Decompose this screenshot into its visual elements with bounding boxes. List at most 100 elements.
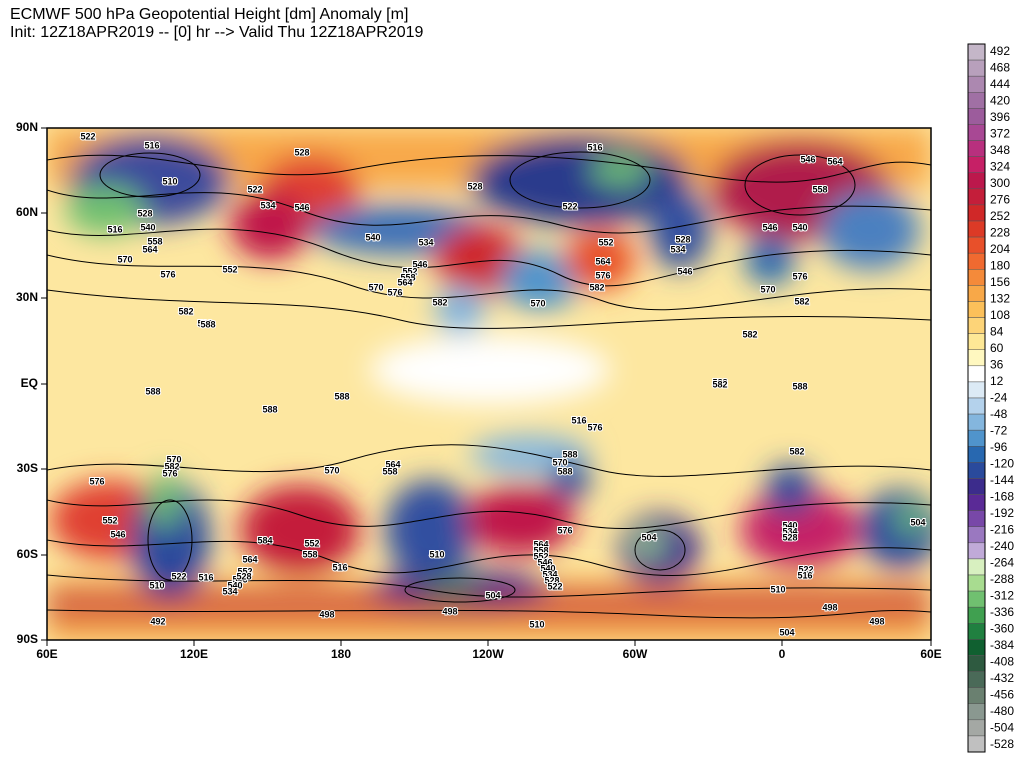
colorbar-label: 108 bbox=[990, 308, 1010, 322]
colorbar-label: -24 bbox=[990, 391, 1008, 405]
contour-label: 534 bbox=[260, 200, 275, 210]
colorbar-label: 12 bbox=[990, 374, 1004, 388]
contour-label: 510 bbox=[149, 580, 164, 590]
colorbar-label: -336 bbox=[990, 605, 1014, 619]
colorbar-label: -120 bbox=[990, 457, 1014, 471]
contour-label: 546 bbox=[110, 529, 125, 539]
colorbar-swatch bbox=[967, 429, 986, 447]
contour-label: 552 bbox=[237, 566, 252, 576]
title: ECMWF 500 hPa Geopotential Height [dm] A… bbox=[10, 6, 408, 23]
contour-label: 516 bbox=[332, 562, 347, 572]
colorbar-label: 420 bbox=[990, 94, 1010, 108]
colorbar-swatch bbox=[967, 301, 986, 318]
contour-label: 510 bbox=[429, 549, 444, 559]
contour-label: 576 bbox=[162, 468, 177, 478]
colorbar-label: -96 bbox=[990, 440, 1008, 454]
contour-label: 588 bbox=[712, 377, 727, 387]
colorbar-label: -504 bbox=[990, 721, 1014, 735]
colorbar-swatch bbox=[967, 220, 986, 238]
contour-label: 504 bbox=[641, 532, 656, 542]
contour-label: 588 bbox=[792, 381, 807, 391]
colorbar-label: -264 bbox=[990, 556, 1014, 570]
colorbar-swatch bbox=[967, 413, 986, 431]
colorbar-swatch bbox=[967, 285, 986, 302]
contour-label: 540 bbox=[540, 563, 555, 573]
colorbar-label: 372 bbox=[990, 127, 1010, 141]
colorbar-swatch bbox=[967, 204, 986, 222]
contour-label: 558 bbox=[533, 545, 548, 555]
lon-label: 120W bbox=[472, 647, 504, 661]
colorbar-label: -48 bbox=[990, 407, 1008, 421]
contour-label: 516 bbox=[144, 140, 159, 150]
contour-label: 582 bbox=[712, 379, 727, 389]
contour-label: 570 bbox=[166, 454, 181, 464]
colorbar-label: -456 bbox=[990, 688, 1014, 702]
contour-label: 516 bbox=[587, 142, 602, 152]
contour-label: 576 bbox=[89, 476, 104, 486]
contour-label: 588 bbox=[197, 318, 212, 328]
lon-label: 180 bbox=[331, 647, 351, 661]
contour-label: 546 bbox=[800, 154, 815, 164]
contour-label: 576 bbox=[792, 271, 807, 281]
contour-label: 516 bbox=[571, 415, 586, 425]
colorbar-label: 468 bbox=[990, 61, 1010, 75]
colorbar-label: 180 bbox=[990, 259, 1010, 273]
contour-label: 534 bbox=[542, 569, 557, 579]
colorbar-label: 60 bbox=[990, 341, 1004, 355]
contour-label: 564 bbox=[242, 554, 257, 564]
contour-label: 564 bbox=[397, 277, 412, 287]
colorbar-swatch bbox=[967, 526, 986, 544]
contour-label: 588 bbox=[334, 391, 349, 401]
contour-label: 570 bbox=[552, 457, 567, 467]
contour-label: 498 bbox=[442, 606, 457, 616]
colorbar-swatch bbox=[967, 108, 986, 125]
colorbar-swatch bbox=[967, 735, 986, 753]
colorbar-label: 276 bbox=[990, 193, 1010, 207]
colorbar-swatch bbox=[967, 703, 986, 721]
colorbar-swatch bbox=[967, 43, 986, 61]
contour-label: 564 bbox=[142, 244, 157, 254]
colorbar-swatch bbox=[967, 349, 986, 367]
contour-label: 552 bbox=[222, 264, 237, 274]
contour-label: 588 bbox=[145, 386, 160, 396]
contour-label: 564 bbox=[827, 156, 842, 166]
colorbar-swatch bbox=[967, 606, 986, 624]
contour-label: 582 bbox=[178, 306, 193, 316]
colorbar-swatch bbox=[967, 558, 986, 576]
contour-label: 558 bbox=[147, 236, 162, 246]
colorbar-swatch bbox=[967, 317, 986, 334]
contour-label: 564 bbox=[595, 256, 610, 266]
contour-label: 504 bbox=[910, 517, 925, 527]
colorbar-swatch bbox=[967, 156, 986, 173]
lat-label: 60N bbox=[16, 205, 38, 219]
contour-label: 522 bbox=[247, 184, 262, 194]
colorbar-swatch bbox=[967, 124, 986, 141]
contour-label: 522 bbox=[547, 581, 562, 591]
contour-label: 534 bbox=[418, 237, 433, 247]
contour-label: 558 bbox=[302, 549, 317, 559]
colorbar-swatch bbox=[967, 188, 986, 206]
contour-label: 588 bbox=[262, 404, 277, 414]
subtitle: Init: 12Z18APR2019 -- [0] hr --> Valid T… bbox=[10, 24, 424, 41]
contour-label: 540 bbox=[365, 232, 380, 242]
colorbar: 492 468 444 420 396 372 348 324 300 276 252 228 204 1… bbox=[967, 43, 1014, 753]
contour-label: 552 bbox=[102, 515, 117, 525]
contour-label: 552 bbox=[402, 266, 417, 276]
contour-label: 522 bbox=[171, 571, 186, 581]
contour-label: 540 bbox=[792, 222, 807, 232]
contour-label: 534 bbox=[782, 526, 797, 536]
contour-label: 546 bbox=[232, 574, 247, 584]
contour-label: 516 bbox=[547, 581, 562, 591]
lat-label: EQ bbox=[21, 376, 38, 390]
colorbar-label: 324 bbox=[990, 160, 1010, 174]
colorbar-label: -168 bbox=[990, 490, 1014, 504]
colorbar-label: -432 bbox=[990, 671, 1014, 685]
colorbar-swatch bbox=[967, 462, 986, 479]
colorbar-label: 36 bbox=[990, 358, 1004, 372]
colorbar-swatch bbox=[967, 252, 986, 270]
contour-label: 576 bbox=[387, 287, 402, 297]
contour-label: 540 bbox=[140, 222, 155, 232]
colorbar-frame bbox=[967, 43, 986, 753]
